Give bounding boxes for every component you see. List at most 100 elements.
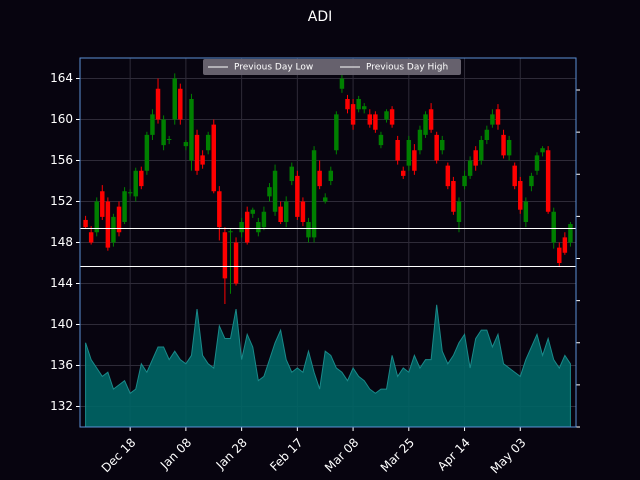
candle-body (172, 78, 177, 120)
candle-body (423, 114, 428, 135)
candle-body (166, 138, 172, 140)
candle-body (428, 109, 434, 130)
candle-body (183, 142, 189, 147)
candle-body (317, 170, 322, 187)
candle-body (311, 150, 317, 238)
candle-body (395, 140, 400, 161)
candle-body (289, 166, 295, 181)
candle-body (116, 206, 122, 233)
candle-body (194, 134, 200, 171)
candle-body (356, 99, 361, 110)
candle-body (233, 242, 239, 284)
plot-frame (79, 57, 577, 428)
candle-body (501, 134, 506, 156)
candle-body (462, 175, 467, 187)
candle-body (384, 111, 389, 120)
candle-body (244, 211, 250, 243)
candle-body (361, 106, 367, 110)
candle-body (239, 222, 244, 233)
candle-body (267, 187, 272, 197)
candle-body (479, 140, 484, 161)
candle-body (88, 232, 94, 243)
candle-body (205, 134, 211, 151)
candle-body (350, 104, 356, 125)
y-tick-label: 132 (50, 399, 73, 413)
candle-body (334, 114, 339, 151)
candle-body (83, 219, 88, 228)
candle-body (295, 175, 300, 217)
candle-body (211, 124, 216, 192)
candle-body (322, 197, 328, 202)
y-tick-label: 152 (50, 194, 73, 208)
candle-body (105, 201, 111, 248)
legend-label: Previous Day Low (234, 63, 313, 73)
candle-body (456, 201, 462, 222)
candle-body (189, 99, 194, 161)
candle-body (545, 150, 551, 212)
candle-body (339, 78, 345, 89)
candle-body (512, 165, 517, 187)
candle-body (178, 88, 183, 120)
candle-body (300, 201, 306, 222)
y-tick-label: 160 (50, 112, 73, 126)
candle-body (272, 170, 278, 212)
candle-body (412, 150, 417, 171)
candle-body (490, 114, 495, 125)
candle-body (345, 99, 350, 110)
candle-body (518, 181, 523, 210)
candle-body (467, 160, 473, 176)
candle-body (495, 109, 501, 125)
candle-body (473, 150, 478, 166)
candle-body (529, 175, 534, 187)
legend-box (203, 59, 461, 75)
candle-body (451, 181, 456, 212)
candle-body (111, 216, 116, 243)
candle-body (378, 134, 384, 146)
candle-body (100, 191, 105, 217)
y-tick-label: 156 (50, 153, 73, 167)
candle-body (200, 155, 205, 165)
candle-body (127, 192, 133, 194)
candle-body (484, 129, 490, 140)
candle-body (222, 232, 228, 279)
candle-body (217, 191, 222, 228)
candle-body (161, 119, 166, 146)
y-tick-label: 148 (50, 235, 73, 249)
candle-body (562, 237, 568, 253)
candle-body (133, 170, 138, 197)
candle-body (283, 201, 289, 222)
candle-body (155, 88, 161, 120)
candle-body (228, 231, 233, 233)
candle-body (401, 170, 406, 176)
candle-body (389, 109, 395, 125)
candle-body (406, 140, 412, 166)
legend: Previous Day Low Previous Day High (203, 59, 461, 75)
candle-body (440, 140, 445, 151)
candle-body (540, 148, 545, 153)
candle-body (144, 134, 150, 171)
candle-body (417, 129, 423, 151)
candle-body (434, 134, 439, 161)
candle-body (534, 155, 540, 171)
y-tick-label: 144 (50, 276, 73, 290)
candle-body (94, 201, 99, 233)
y-tick-label: 164 (50, 71, 73, 85)
candle-body (551, 211, 556, 243)
candle-body (328, 170, 334, 181)
candle-body (256, 222, 261, 233)
candle-body (139, 170, 144, 187)
candle-body (261, 211, 267, 228)
y-tick-label: 140 (50, 317, 73, 331)
candle-body (122, 191, 127, 222)
y-tick-label: 136 (50, 358, 73, 372)
candle-body (367, 114, 373, 125)
chart-title: ADI (308, 9, 333, 25)
candle-body (445, 165, 451, 187)
candle-body (250, 209, 255, 214)
candle-body (306, 222, 311, 238)
candle-body (373, 114, 378, 130)
legend-label: Previous Day High (366, 63, 448, 73)
candle-body (568, 224, 573, 243)
candle-body (278, 206, 283, 222)
